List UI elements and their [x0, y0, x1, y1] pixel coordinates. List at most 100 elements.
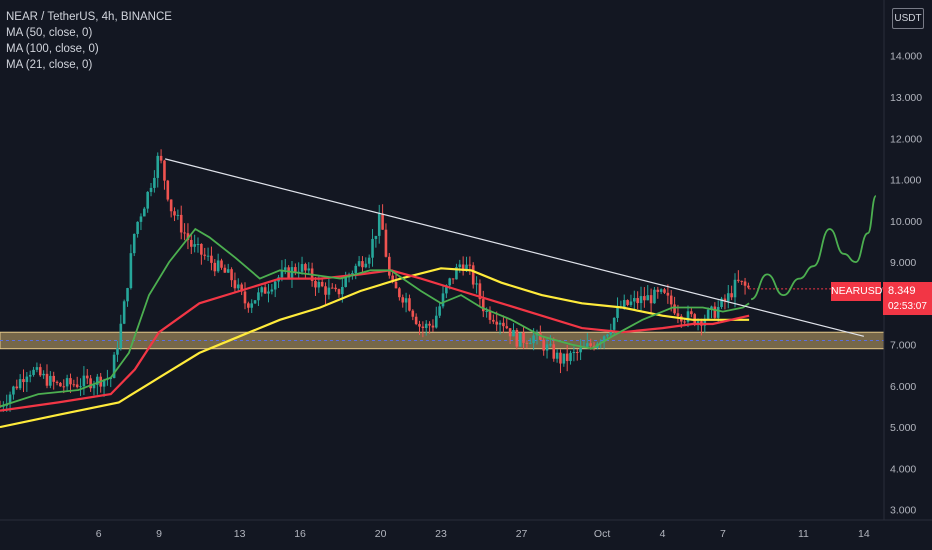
time-tick-label: 11: [798, 528, 809, 540]
price-axis[interactable]: 3.0004.0005.0006.0007.0008.0009.00010.00…: [890, 51, 922, 517]
candle-body: [263, 287, 267, 294]
candle-body: [270, 289, 274, 292]
candle-body: [723, 298, 727, 302]
candle-body: [213, 262, 217, 272]
candle-body: [542, 339, 545, 351]
time-tick-label: Oct: [594, 528, 610, 540]
candle-body: [206, 255, 210, 257]
candle-body: [85, 375, 89, 379]
candle-body: [35, 367, 39, 370]
bar-countdown: 02:53:07: [888, 301, 927, 312]
price-tick-label: 9.000: [890, 257, 916, 269]
candle-body: [143, 208, 146, 217]
candle-body: [646, 295, 650, 301]
candle-body: [609, 329, 613, 335]
candle-body: [307, 268, 311, 271]
candle-body: [528, 343, 532, 345]
time-tick-label: 13: [234, 528, 246, 540]
candle-body: [253, 300, 257, 304]
candle-body: [287, 267, 290, 279]
candle-body: [424, 323, 428, 328]
legend-ma-100[interactable]: MA (100, close, 0): [6, 43, 99, 55]
candle-body: [82, 375, 86, 387]
candle-body: [250, 303, 254, 308]
candle-body: [612, 317, 616, 330]
candle-body: [545, 344, 549, 351]
candle-body: [25, 376, 29, 383]
candle-body: [62, 386, 66, 388]
candle-body: [639, 296, 643, 304]
candle-body: [38, 367, 42, 376]
currency-label[interactable]: USDT: [892, 8, 924, 29]
candle-body: [55, 381, 59, 383]
candle-body: [75, 384, 79, 388]
legend-ma-50[interactable]: MA (50, close, 0): [6, 27, 93, 39]
candle-body: [15, 386, 19, 389]
legend-symbol[interactable]: NEAR / TetherUS, 4h, BINANCE: [6, 11, 172, 23]
price-tick-label: 6.000: [890, 381, 916, 393]
candle-body: [562, 353, 566, 364]
candle-body: [404, 298, 408, 303]
candle-body: [314, 280, 317, 288]
candle-body: [726, 293, 730, 302]
price-tick-label: 5.000: [890, 422, 916, 434]
candle-body: [377, 213, 381, 236]
candle-body: [636, 298, 639, 304]
candle-body: [438, 306, 441, 316]
candle-body: [139, 216, 143, 222]
time-tick-label: 7: [720, 528, 726, 540]
candle-body: [129, 253, 133, 289]
candle-body: [478, 283, 482, 300]
candle-body: [616, 307, 619, 318]
candle-body: [52, 375, 55, 382]
candle-body: [45, 373, 49, 386]
candle-body: [485, 310, 488, 312]
candle-body: [18, 379, 22, 389]
candle-body: [475, 283, 478, 285]
candle-body: [461, 264, 465, 272]
candle-body: [720, 298, 723, 308]
candle-body: [72, 384, 76, 386]
candle-body: [525, 342, 529, 344]
candle-body: [713, 306, 717, 318]
candle-body: [663, 289, 666, 293]
candle-body: [448, 278, 452, 286]
candle-body: [710, 306, 713, 310]
candle-body: [458, 264, 462, 268]
candle-body: [716, 307, 720, 318]
candle-body: [102, 379, 106, 387]
candle-body: [481, 299, 485, 312]
candle-body: [357, 261, 361, 266]
time-tick-label: 9: [156, 528, 162, 540]
candle-body: [388, 256, 391, 276]
candle-body: [371, 238, 374, 258]
candle-body: [730, 293, 733, 298]
candle-body: [163, 160, 166, 181]
candle-body: [703, 318, 707, 326]
candle-body: [22, 379, 25, 383]
legend-ma-21[interactable]: MA (21, close, 0): [6, 59, 93, 71]
time-axis[interactable]: 6 9 13 16 20 23 27 Oct 4 7 11 14: [96, 528, 870, 540]
price-tick-label: 13.000: [890, 92, 922, 104]
candle-body: [330, 287, 334, 289]
candle-body: [89, 378, 92, 389]
candle-body: [294, 267, 297, 272]
candle-body: [747, 285, 750, 288]
candle-body: [589, 343, 592, 346]
candle-body: [260, 287, 264, 293]
candle-body: [666, 292, 670, 296]
candle-body: [300, 264, 304, 272]
candle-body: [740, 280, 744, 282]
candle-body: [233, 280, 237, 289]
candle-body: [733, 279, 737, 298]
candle-body: [696, 321, 700, 325]
candle-body: [367, 257, 371, 264]
candle-body: [247, 303, 250, 308]
candle-body: [649, 295, 653, 304]
price-tick-label: 10.000: [890, 216, 922, 228]
candle-body: [398, 288, 401, 298]
candle-body: [690, 311, 693, 315]
projection-layer: [750, 195, 877, 301]
candle-body: [418, 324, 421, 327]
